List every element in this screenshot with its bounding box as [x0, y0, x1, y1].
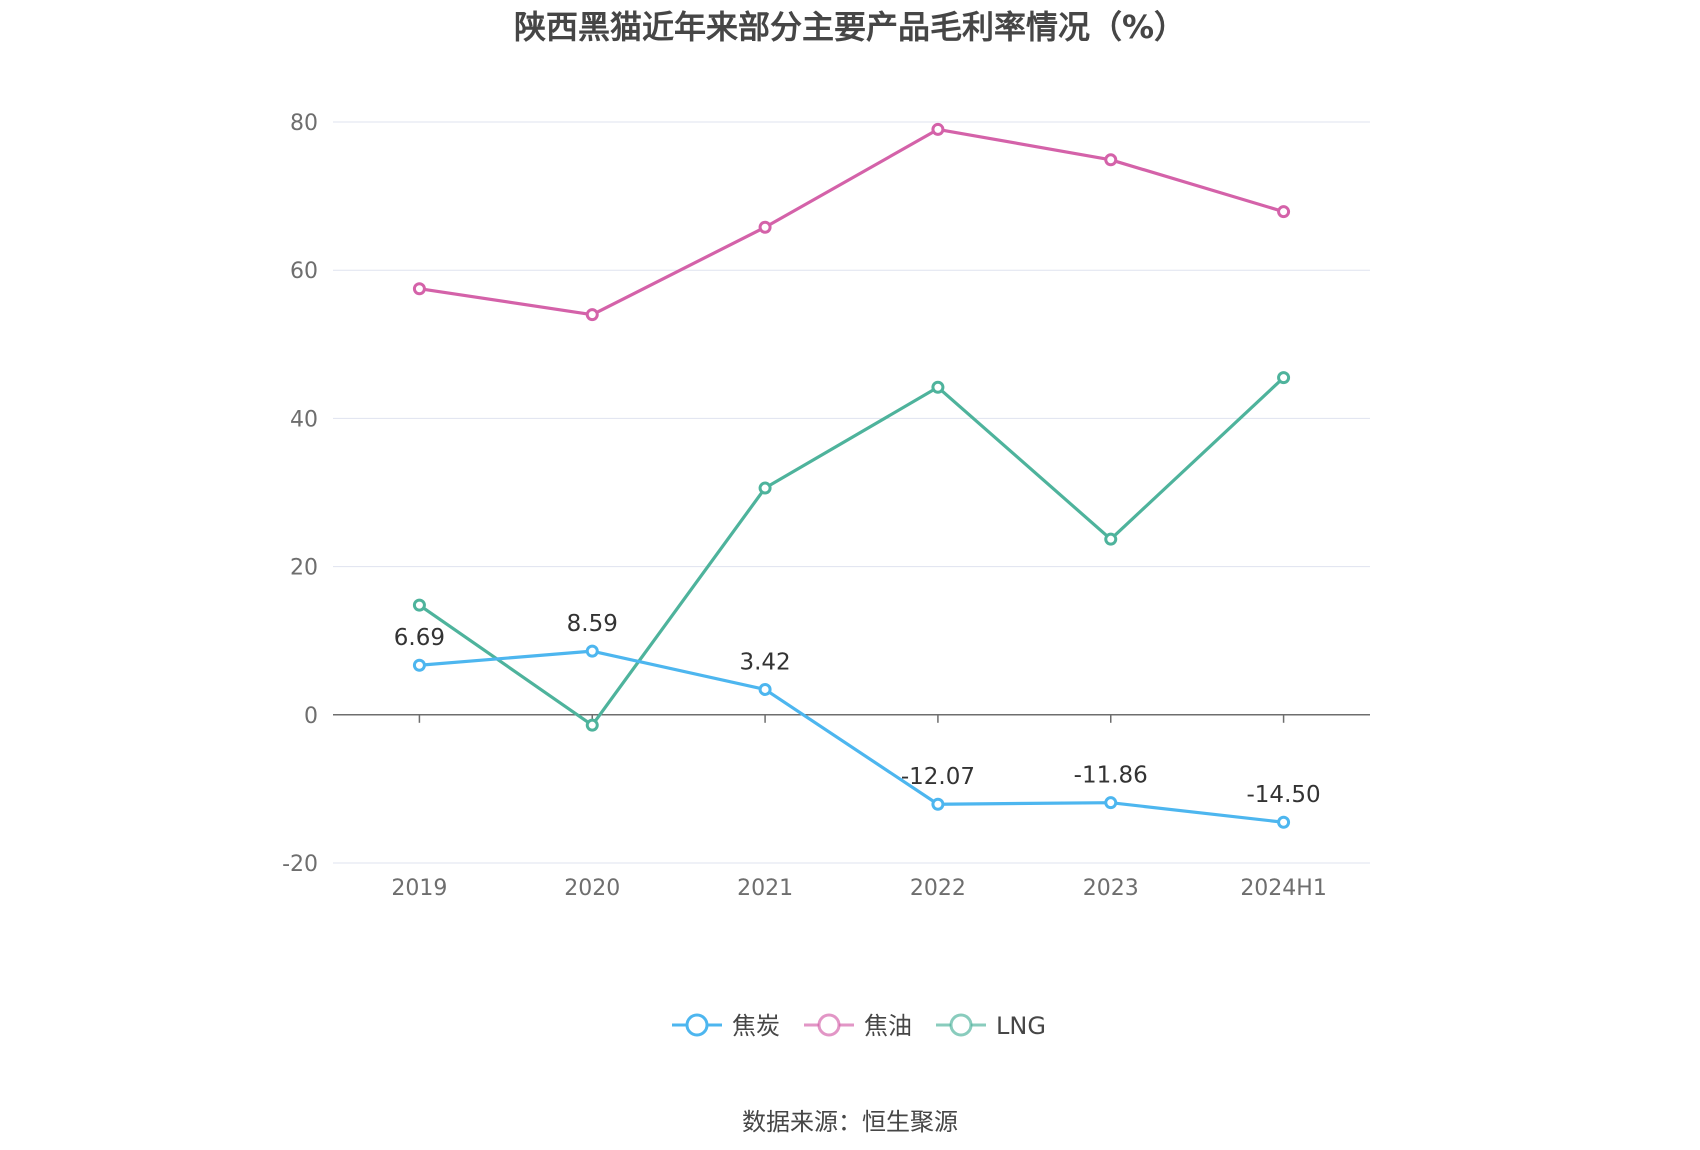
x-tick-label: 2021 — [737, 876, 793, 901]
data-point — [758, 481, 772, 495]
x-tick-label: 2022 — [910, 876, 966, 901]
data-point — [1104, 532, 1118, 546]
grid-lines — [333, 121, 1370, 864]
data-point — [931, 122, 945, 136]
y-tick-label: 60 — [290, 259, 318, 284]
data-point — [1104, 796, 1118, 810]
data-label: -12.07 — [901, 764, 975, 790]
data-point — [585, 644, 599, 658]
legend-marker — [949, 1013, 973, 1037]
data-point — [585, 308, 599, 322]
x-tick-label: 2020 — [564, 876, 620, 901]
series-line-焦油 — [419, 127, 1285, 317]
data-source: 数据来源：恒生聚源 — [742, 1108, 958, 1136]
data-point — [931, 797, 945, 811]
y-tick-label: 80 — [290, 111, 318, 136]
data-point — [758, 220, 772, 234]
data-label: 8.59 — [567, 611, 618, 637]
legend-label: LNG — [996, 1012, 1046, 1040]
legend-label: 焦炭 — [732, 1012, 780, 1040]
data-point — [931, 380, 945, 394]
data-label: 6.69 — [394, 625, 445, 651]
data-label: -14.50 — [1247, 782, 1321, 808]
data-label: 3.42 — [739, 649, 790, 675]
data-point — [758, 682, 772, 696]
x-tick-label: 2023 — [1083, 876, 1139, 901]
data-point — [1277, 371, 1291, 385]
legend-marker — [685, 1013, 709, 1037]
series-lines — [412, 122, 1291, 829]
y-tick-label: -20 — [282, 852, 318, 877]
data-point — [412, 598, 426, 612]
data-point — [412, 282, 426, 296]
series-line-焦炭 — [419, 649, 1284, 824]
x-axis: 2019 2020 2021 2022 2023 2024H1 — [333, 714, 1370, 901]
series-line-LNG — [418, 376, 1285, 727]
y-tick-label: 0 — [304, 704, 318, 729]
legend-item: 焦油 — [804, 1012, 912, 1040]
legend-item: 焦炭 — [672, 1012, 780, 1040]
legend-marker — [817, 1013, 841, 1037]
legend: 焦炭 焦油 LNG — [672, 1012, 1046, 1040]
data-point — [585, 718, 599, 732]
data-point — [1104, 153, 1118, 167]
chart-title: 陕西黑猫近年来部分主要产品毛利率情况（%） — [513, 8, 1187, 46]
x-tick-label: 2019 — [391, 876, 447, 901]
legend-label: 焦油 — [864, 1012, 912, 1040]
y-tick-label: 20 — [290, 556, 318, 581]
data-point — [1277, 815, 1291, 829]
data-label: -11.86 — [1074, 763, 1148, 789]
legend-item: LNG — [936, 1012, 1046, 1040]
y-axis: -20 0 20 40 60 80 — [282, 111, 318, 877]
data-point — [412, 658, 426, 672]
y-tick-label: 40 — [290, 407, 318, 432]
data-point — [1277, 205, 1291, 219]
x-tick-label: 2024H1 — [1240, 876, 1327, 901]
data-labels: 6.69 8.59 3.42 -12.07 -11.86 -14.50 — [394, 611, 1321, 808]
